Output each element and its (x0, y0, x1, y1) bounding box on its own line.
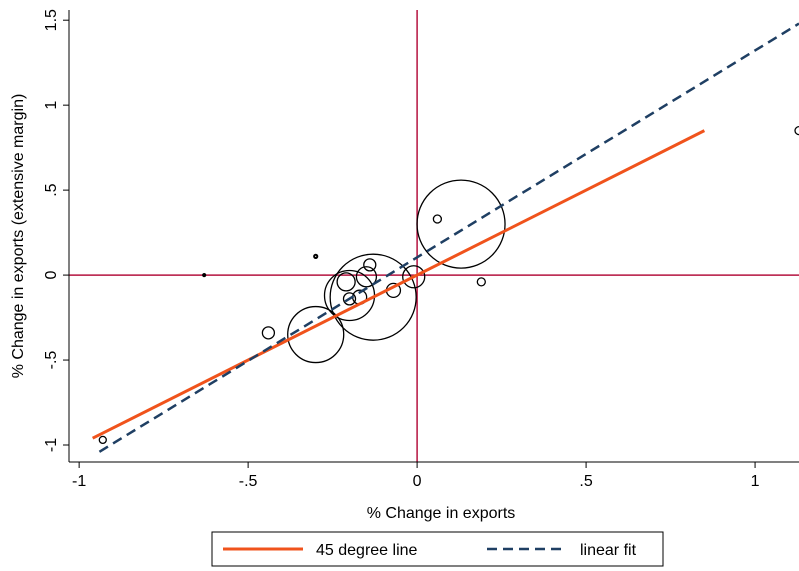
x-tick-label-2: 0 (413, 473, 422, 490)
series-line-45-degree-line (91, 129, 706, 440)
legend: 45 degree line linear fit (211, 531, 664, 567)
y-tick-label-4: 1 (43, 101, 60, 110)
y-tick-label-1: -.5 (43, 351, 60, 370)
data-point-1 (329, 253, 417, 341)
axes (68, 10, 799, 463)
y-tick-label-2: 0 (43, 271, 60, 280)
data-point-12 (432, 214, 443, 224)
data-point-16 (313, 253, 319, 259)
y-axis-title: % Change in exports (extensive margin) (10, 94, 27, 379)
x-tick-label-1: -.5 (239, 473, 258, 490)
data-point-2 (287, 305, 345, 364)
legend-label-linear-fit: linear fit (580, 542, 637, 559)
x-tick-label-4: 1 (751, 473, 760, 490)
series-line-linear-fit (98, 22, 799, 453)
data-point-8 (342, 292, 357, 306)
data-point-11 (261, 326, 276, 340)
plot-area (69, 10, 799, 462)
data-point-15 (98, 435, 107, 445)
data-point-4 (336, 272, 356, 292)
legend-label-45-degree-line: 45 degree line (316, 542, 418, 559)
data-point-13 (476, 277, 486, 287)
y-tick-label-3: .5 (43, 183, 60, 196)
data-point-10 (402, 265, 426, 289)
x-axis-title: % Change in exports (367, 505, 516, 522)
x-ticks: -1 -.5 0 .5 1 (72, 462, 760, 490)
x-tick-label-0: -1 (72, 473, 86, 490)
y-tick-label-5: 1.5 (43, 9, 60, 31)
y-ticks: -1 -.5 0 .5 1 1.5 (43, 9, 69, 452)
data-point-14 (794, 125, 799, 136)
data-point-17 (202, 272, 207, 278)
data-point-5 (355, 266, 378, 288)
x-tick-label-3: .5 (579, 473, 592, 490)
y-tick-label-0: -1 (43, 438, 60, 452)
data-point-6 (363, 258, 377, 272)
data-point-0 (416, 179, 506, 269)
